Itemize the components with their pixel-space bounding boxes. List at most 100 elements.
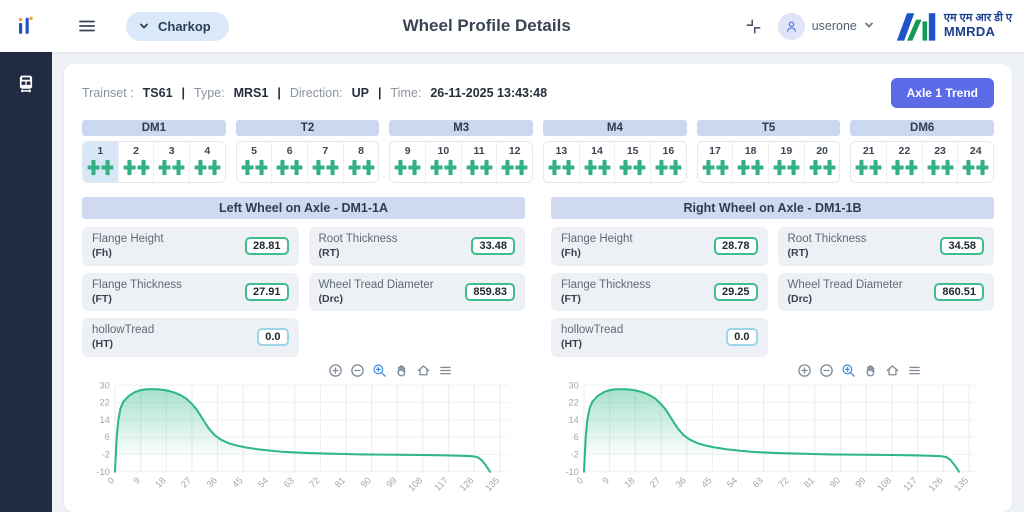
axle-cell-16[interactable]: 16 xyxy=(651,142,686,182)
separator: | xyxy=(181,86,186,100)
chart-left-wheel-profile: 30 22 14 6 -2 -10 0 9 18 27 36 45 54 63 72 81 90 99 108 117… xyxy=(82,363,525,505)
axle-cell-2[interactable]: 2 xyxy=(119,142,155,182)
box-zoom-icon[interactable] xyxy=(841,363,856,378)
time-label: Time: xyxy=(390,86,422,100)
menu-icon[interactable] xyxy=(907,363,922,378)
fullscreen-toggle-icon[interactable] xyxy=(745,18,762,35)
axle-cell-11[interactable]: 11 xyxy=(462,142,498,182)
axle-number: 12 xyxy=(508,145,521,157)
wheelset-icon-wrap xyxy=(733,158,768,177)
axle-cell-3[interactable]: 3 xyxy=(154,142,191,182)
axle-number: 17 xyxy=(709,145,721,157)
axle-cell-14[interactable]: 14 xyxy=(580,142,616,182)
pan-icon[interactable] xyxy=(863,363,878,378)
axle-cell-18[interactable]: 18 xyxy=(733,142,770,182)
axle-cell-8[interactable]: 8 xyxy=(344,142,379,182)
wheelset-icon xyxy=(348,159,374,176)
wheel-panels: Left Wheel on Axle - DM1-1A Flange Height… xyxy=(82,197,994,357)
pan-icon[interactable] xyxy=(394,363,409,378)
svg-text:27: 27 xyxy=(179,475,193,489)
zoom-out-icon[interactable] xyxy=(350,363,365,378)
axle-cell-5[interactable]: 5 xyxy=(237,142,273,182)
menu-icon[interactable] xyxy=(438,363,453,378)
axle-cell-17[interactable]: 17 xyxy=(698,142,734,182)
axle-cell-23[interactable]: 23 xyxy=(923,142,959,182)
brand-latin: MMRDA xyxy=(943,23,996,39)
wheelset-icon xyxy=(702,159,728,176)
car-axle-selector: DM1 1 2 3 4 T2 5 6 7 8 M3 9 10 11 12 M4 13 14 15 16 T5 17 18 19… xyxy=(82,120,995,183)
menu-hamburger-icon[interactable] xyxy=(78,17,96,35)
car-group-m3: M3 9 10 11 12 xyxy=(389,120,534,183)
wheelset-icon xyxy=(123,159,149,176)
wheelset-icon xyxy=(619,159,646,176)
wheelset-icon-wrap xyxy=(580,158,615,177)
axle-cell-6[interactable]: 6 xyxy=(272,142,309,182)
axle-cell-19[interactable]: 19 xyxy=(769,142,805,182)
car-group-t2: T2 5 6 7 8 xyxy=(235,120,380,183)
home-icon[interactable] xyxy=(885,363,900,378)
car-group-t5: T5 17 18 19 20 xyxy=(696,120,841,183)
left-wheel-profile-plot[interactable]: 30 22 14 6 -2 -100 9 18 27 36 45 54 63 72 81 90 99 108 117… xyxy=(82,379,525,505)
axle-cell-15[interactable]: 15 xyxy=(615,142,652,182)
axle-cell-13[interactable]: 13 xyxy=(544,142,580,182)
wheelset-icon-wrap xyxy=(119,158,154,177)
direction-label: Direction: xyxy=(289,86,343,100)
wheelset-icon xyxy=(466,159,492,176)
user-menu[interactable]: userone xyxy=(777,12,874,40)
svg-text:54: 54 xyxy=(725,475,739,489)
axle-cell-7[interactable]: 7 xyxy=(308,142,344,182)
axle-cell-20[interactable]: 20 xyxy=(805,142,840,182)
axle-number: 11 xyxy=(473,145,485,157)
box-zoom-icon[interactable] xyxy=(372,363,387,378)
separator: | xyxy=(378,86,382,100)
wheel-panel-left: Left Wheel on Axle - DM1-1A Flange Height… xyxy=(82,197,525,357)
metric-label: hollowTread (HT) xyxy=(561,324,624,351)
svg-text:126: 126 xyxy=(458,475,476,493)
metrics-grid: Flange Height (Fh) 28.78 Root Thickness (RT)… xyxy=(551,227,994,357)
axle-cell-1[interactable]: 1 xyxy=(83,142,119,182)
home-icon[interactable] xyxy=(416,363,431,378)
zoom-in-icon[interactable] xyxy=(797,363,812,378)
svg-text:99: 99 xyxy=(853,475,867,489)
svg-text:27: 27 xyxy=(648,475,662,489)
zoom-in-icon[interactable] xyxy=(328,363,343,378)
station-selector[interactable]: Charkop xyxy=(126,11,229,41)
axle-cell-9[interactable]: 9 xyxy=(390,142,427,182)
metric-value: 27.91 xyxy=(244,282,289,301)
svg-text:117: 117 xyxy=(902,475,920,493)
axle-cell-24[interactable]: 24 xyxy=(958,142,993,182)
wheelset-icon xyxy=(158,159,185,176)
svg-text:63: 63 xyxy=(282,475,296,489)
axle-number: 19 xyxy=(780,145,793,157)
axle-cell-4[interactable]: 4 xyxy=(190,142,225,182)
svg-text:9: 9 xyxy=(600,475,611,486)
svg-text:14: 14 xyxy=(569,415,579,425)
wheelset-icon-wrap xyxy=(308,158,343,177)
sidebar-item-trains[interactable] xyxy=(10,68,42,100)
axle-cell-21[interactable]: 21 xyxy=(851,142,888,182)
wheelset-icon-wrap xyxy=(851,158,886,177)
car-name: M3 xyxy=(389,120,534,136)
chart-toolbar xyxy=(551,363,994,378)
axle-cell-12[interactable]: 12 xyxy=(497,142,532,182)
axle-number: 16 xyxy=(662,145,675,157)
car-group-dm1: DM1 1 2 3 4 xyxy=(82,120,226,183)
axle-number: 10 xyxy=(437,145,450,157)
car-group-dm6: DM6 21 22 23 24 xyxy=(850,120,995,183)
axle-trend-button[interactable]: Axle 1 Trend xyxy=(890,78,994,108)
svg-text:-2: -2 xyxy=(102,449,110,459)
axle-cell-10[interactable]: 10 xyxy=(426,142,462,182)
metric-abbr: (HT) xyxy=(561,338,582,351)
wheelset-icon-wrap xyxy=(958,158,993,177)
svg-text:99: 99 xyxy=(384,475,398,489)
axle-cell-22[interactable]: 22 xyxy=(887,142,923,182)
right-wheel-profile-plot[interactable]: 30 22 14 6 -2 -100 9 18 27 36 45 54 63 72 81 90 99 108 117… xyxy=(551,379,994,505)
wheelset-icon xyxy=(855,159,882,176)
zoom-out-icon[interactable] xyxy=(819,363,834,378)
wheelset-icon-wrap xyxy=(344,158,379,177)
svg-text:18: 18 xyxy=(622,475,636,489)
car-group-m4: M4 13 14 15 16 xyxy=(543,120,687,183)
wheelset-icon-wrap xyxy=(426,158,461,177)
metric-card: Flange Thickness (FT) 29.25 xyxy=(551,272,768,312)
metric-label: Flange Thickness (FT) xyxy=(561,278,651,305)
